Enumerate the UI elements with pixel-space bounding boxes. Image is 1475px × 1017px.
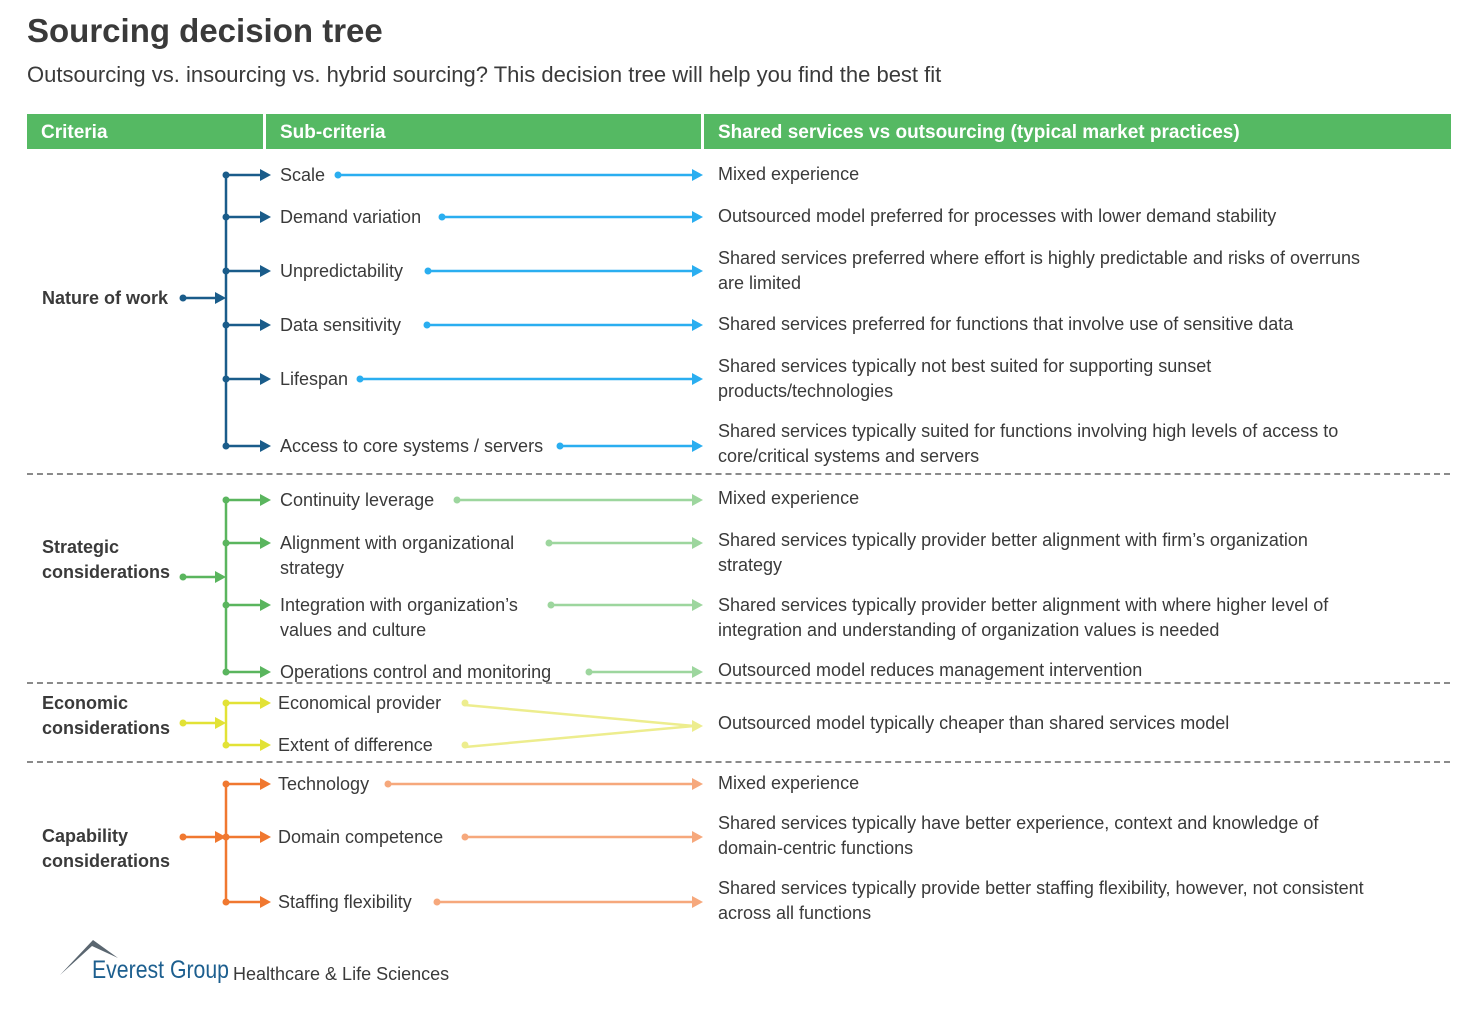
arrowhead-icon bbox=[215, 292, 226, 304]
practice-text: Shared services typically provide better… bbox=[718, 878, 1364, 898]
arrowhead-icon bbox=[692, 666, 703, 678]
arrowhead-icon bbox=[260, 697, 271, 709]
sub-criteria-label: values and culture bbox=[280, 620, 427, 640]
sub-criteria-label: Lifespan bbox=[280, 369, 349, 389]
arrowhead-icon bbox=[260, 537, 271, 549]
practice-text: Shared services typically suited for fun… bbox=[718, 421, 1339, 441]
sub-criteria-label: Extent of difference bbox=[278, 735, 433, 755]
arrowhead-icon bbox=[692, 319, 703, 331]
arrowhead-icon bbox=[692, 720, 703, 732]
practice-text: core/critical systems and servers bbox=[718, 446, 980, 466]
arrowhead-icon bbox=[260, 599, 271, 611]
arrowhead-icon bbox=[260, 169, 271, 181]
criteria-label: Capability bbox=[42, 826, 129, 846]
sub-criteria-label: Data sensitivity bbox=[280, 315, 402, 335]
arrowhead-icon bbox=[260, 896, 271, 908]
section-divider bbox=[27, 473, 1450, 475]
outcome-arrow bbox=[464, 703, 695, 728]
sub-criteria-label: Scale bbox=[280, 165, 326, 185]
arrowhead-icon bbox=[260, 494, 271, 506]
section-divider bbox=[27, 761, 1450, 763]
arrowhead-icon bbox=[260, 373, 271, 385]
arrowhead-icon bbox=[692, 265, 703, 277]
arrowhead-icon bbox=[692, 831, 703, 843]
arrowhead-icon bbox=[692, 778, 703, 790]
practice-text: Outsourced model typically cheaper than … bbox=[718, 713, 1230, 733]
arrowhead-icon bbox=[692, 211, 703, 223]
arrowhead-icon bbox=[260, 440, 271, 452]
sub-criteria-label: Economical provider bbox=[278, 693, 442, 713]
header-criteria: Criteria bbox=[27, 114, 263, 149]
arrowhead-icon bbox=[215, 831, 226, 843]
practice-text: strategy bbox=[718, 555, 783, 575]
practice-text: Mixed experience bbox=[718, 164, 860, 184]
arrowhead-icon bbox=[692, 599, 703, 611]
criteria-label: Economic bbox=[42, 693, 129, 713]
practice-text: across all functions bbox=[718, 903, 872, 923]
sub-criteria-label: Alignment with organizational bbox=[280, 533, 515, 553]
arrowhead-icon bbox=[692, 373, 703, 385]
arrowhead-icon bbox=[692, 494, 703, 506]
practice-text: Shared services typically provider bette… bbox=[718, 530, 1308, 550]
arrowhead-icon bbox=[215, 717, 226, 729]
section-divider bbox=[27, 682, 1450, 684]
sub-criteria-label: Unpredictability bbox=[280, 261, 404, 281]
sub-criteria-label: Domain competence bbox=[278, 827, 444, 847]
arrowhead-icon bbox=[260, 319, 271, 331]
criteria-label: Nature of work bbox=[42, 288, 169, 308]
sub-criteria-label: Technology bbox=[278, 774, 370, 794]
arrowhead-icon bbox=[260, 831, 271, 843]
sub-criteria-label: Access to core systems / servers bbox=[280, 436, 544, 456]
practice-text: Mixed experience bbox=[718, 773, 860, 793]
arrowhead-icon bbox=[260, 778, 271, 790]
arrowhead-icon bbox=[260, 211, 271, 223]
arrowhead-icon bbox=[692, 537, 703, 549]
arrowhead-icon bbox=[692, 896, 703, 908]
outcome-arrow bbox=[464, 724, 695, 749]
criteria-label: Strategic bbox=[42, 537, 120, 557]
logo-tagline: Healthcare & Life Sciences bbox=[233, 964, 450, 984]
sub-criteria-label: Demand variation bbox=[280, 207, 422, 227]
arrowhead-icon bbox=[260, 265, 271, 277]
practice-text: domain-centric functions bbox=[718, 838, 914, 858]
practice-text: Outsourced model preferred for processes… bbox=[718, 206, 1277, 226]
practice-text: Shared services preferred for functions … bbox=[718, 314, 1294, 334]
practice-text: Shared services typically provider bette… bbox=[718, 595, 1329, 615]
sub-criteria-label: Staffing flexibility bbox=[278, 892, 412, 912]
practice-text: integration and understanding of organiz… bbox=[718, 620, 1220, 640]
arrowhead-icon bbox=[692, 169, 703, 181]
page-subtitle: Outsourcing vs. insourcing vs. hybrid so… bbox=[27, 62, 942, 87]
criteria-label: considerations bbox=[42, 562, 171, 582]
practice-text: Outsourced model reduces management inte… bbox=[718, 660, 1143, 680]
header-sub-criteria: Sub-criteria bbox=[266, 114, 701, 149]
practice-text: products/technologies bbox=[718, 381, 894, 401]
practice-text: Shared services typically not best suite… bbox=[718, 356, 1212, 376]
practice-text: Mixed experience bbox=[718, 488, 860, 508]
criteria-label: considerations bbox=[42, 851, 171, 871]
arrowhead-icon bbox=[260, 666, 271, 678]
logo-brand: Everest Group bbox=[92, 956, 230, 984]
sub-criteria-label: Operations control and monitoring bbox=[280, 662, 552, 682]
criteria-label: considerations bbox=[42, 718, 171, 738]
practice-text: Shared services typically have better ex… bbox=[718, 813, 1319, 833]
sub-criteria-label: strategy bbox=[280, 558, 345, 578]
page-title: Sourcing decision tree bbox=[27, 12, 383, 49]
arrowhead-icon bbox=[692, 440, 703, 452]
practice-text: Shared services preferred where effort i… bbox=[718, 248, 1360, 268]
sub-criteria-label: Continuity leverage bbox=[280, 490, 435, 510]
practice-text: are limited bbox=[718, 273, 802, 293]
arrowhead-icon bbox=[215, 571, 226, 583]
arrowhead-icon bbox=[260, 739, 271, 751]
sub-criteria-label: Integration with organization’s bbox=[280, 595, 518, 615]
header-practices: Shared services vs outsourcing (typical … bbox=[704, 114, 1451, 149]
